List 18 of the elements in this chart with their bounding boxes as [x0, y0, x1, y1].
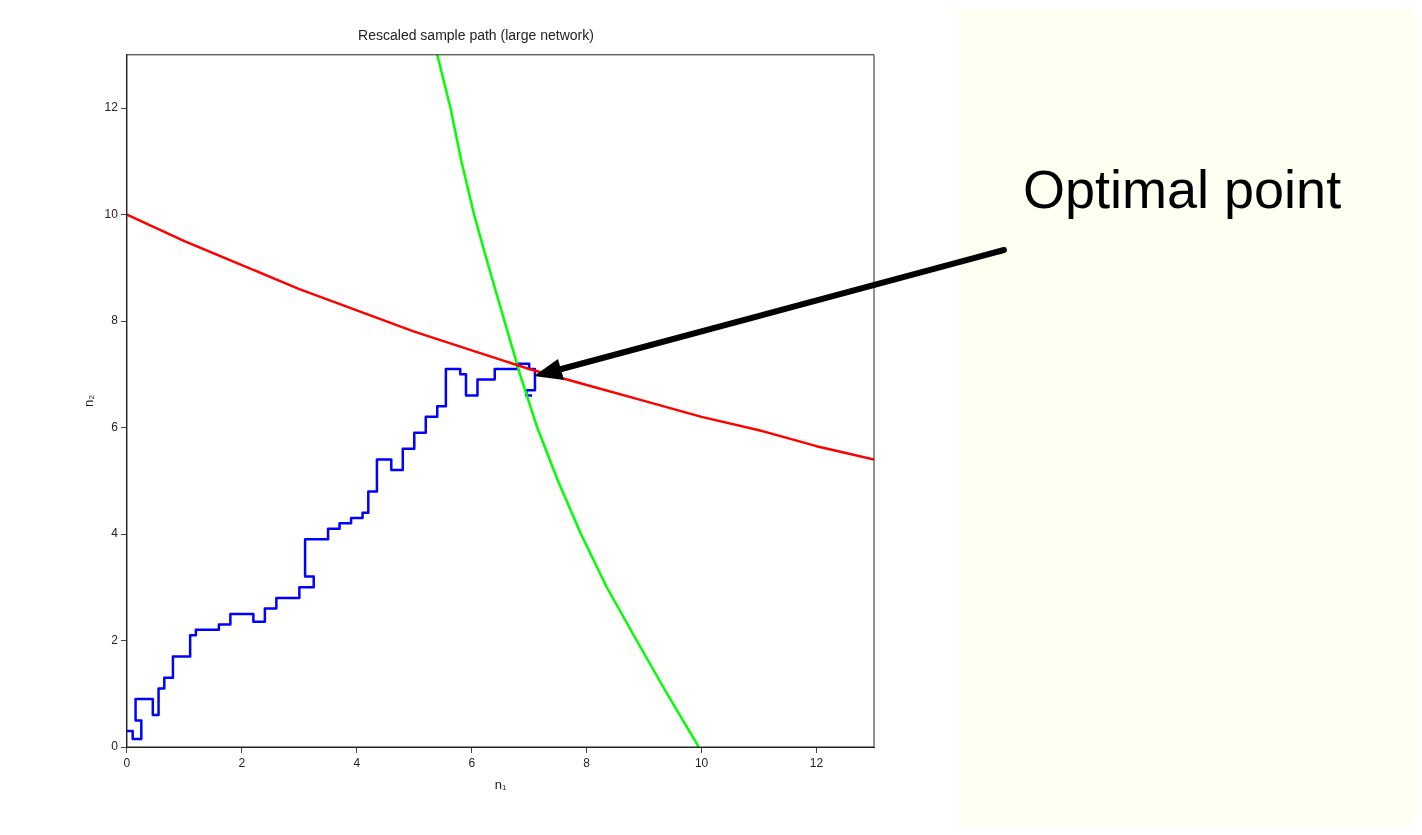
y-tick-label: 2	[111, 632, 119, 647]
x-tick-label: 12	[809, 755, 824, 770]
text: Optimal point	[1023, 158, 1342, 219]
y-axis-title: n₂	[81, 394, 97, 408]
x-tick-label: 8	[583, 755, 591, 770]
chart-title: Rescaled sample path (large network)	[358, 27, 594, 44]
y-tick-label: 0	[111, 739, 119, 754]
x-tick-label: 0	[123, 755, 131, 770]
x-tick-label: 10	[694, 755, 709, 770]
y-tick-label: 4	[111, 526, 119, 541]
y-tick-label: 8	[111, 313, 119, 328]
y-tick-label: 12	[104, 100, 119, 115]
x-tick-label: 4	[353, 755, 361, 770]
x-axis-title: n₁	[494, 776, 507, 792]
x-tick-label: 6	[468, 755, 476, 770]
x-tick-label: 2	[238, 755, 246, 770]
y-tick-label: 6	[111, 419, 119, 434]
y-tick-label: 10	[104, 206, 119, 221]
